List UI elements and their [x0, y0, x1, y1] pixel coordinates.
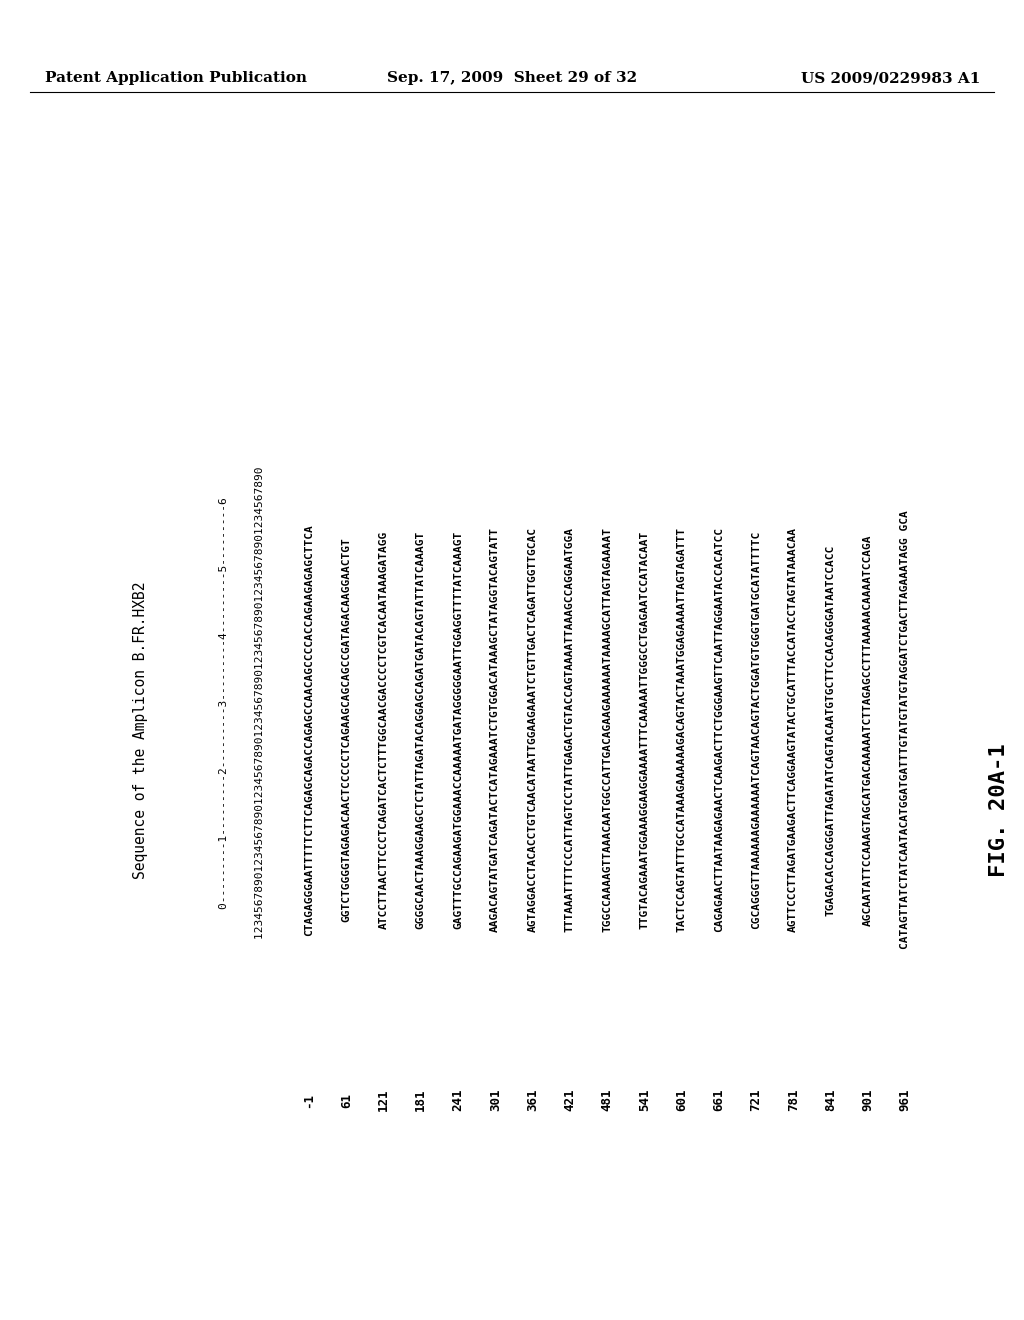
Text: -1: -1 — [303, 1093, 315, 1107]
Text: AGTTCCCTTAGATGAAGACTTCAGGAAGTATACTGCATTTACCATACCTAGTATAAACAA: AGTTCCCTTAGATGAAGACTTCAGGAAGTATACTGCATTT… — [788, 528, 799, 932]
Text: CTAGAGGGAATTTTTCTTCAGAGCAGACCAGAGCCAACAGCCCCACCAGAAGAGAGCTTCA: CTAGAGGGAATTTTTCTTCAGAGCAGACCAGAGCCAACAG… — [304, 524, 314, 936]
Text: AAGACAGTATGATCAGATACTCATAGAAATCTGTGGACATAAAGCTATAGGTACAGTATT: AAGACAGTATGATCAGATACTCATAGAAATCTGTGGACAT… — [490, 528, 501, 932]
Text: GGGGCAACTAAAGGAAGCTCTATTAGATACAGGAGCAGATGATACAGTATTATCAAAGT: GGGGCAACTAAAGGAAGCTCTATTAGATACAGGAGCAGAT… — [416, 531, 426, 929]
Text: Sep. 17, 2009  Sheet 29 of 32: Sep. 17, 2009 Sheet 29 of 32 — [387, 71, 637, 84]
Text: 721: 721 — [750, 1089, 763, 1111]
Text: 61: 61 — [340, 1093, 353, 1107]
Text: 121: 121 — [377, 1089, 390, 1111]
Text: 781: 781 — [786, 1089, 800, 1111]
Text: 1234567890123456789012345678901234567890123456789012345678901234567890: 1234567890123456789012345678901234567890… — [255, 467, 264, 993]
Text: US 2009/0229983 A1: US 2009/0229983 A1 — [801, 71, 980, 84]
Text: TTGTACAGAAATGGAAAGGAAGGAAAATTTCAAAAATTGGGCCTGAGAATCCATACAAT: TTGTACAGAAATGGAAAGGAAGGAAAATTTCAAAAATTGG… — [639, 531, 649, 929]
Text: ATCCTTAACTTCCCTCAGATCACTCTTTGGCAACGACCCCTCGTCACAATAAAGATAGG: ATCCTTAACTTCCCTCAGATCACTCTTTGGCAACGACCCC… — [379, 531, 388, 929]
Text: CAGAGAACTTAATAAGAGAACTCAAGACTTCTGGGAAGTTCAATTAGGAATACCACATCC: CAGAGAACTTAATAAGAGAACTCAAGACTTCTGGGAAGTT… — [714, 528, 724, 932]
Text: 241: 241 — [452, 1089, 465, 1111]
Text: CATAGTTATCTATCAATACATGGATGATTTGTATGTATGTAGGATCTGACTTAGAAATAGG GCA: CATAGTTATCTATCAATACATGGATGATTTGTATGTATGT… — [900, 511, 910, 949]
Text: GGTCTGGGGTAGAGACAACTCCCCCTCAGAAGCAGCAGCCGATAGACAAGGAACTGT: GGTCTGGGGTAGAGACAACTCCCCCTCAGAAGCAGCAGCC… — [341, 537, 351, 923]
Text: FIG. 20A-1: FIG. 20A-1 — [989, 743, 1010, 876]
Text: TGAGACACCAGGGATTAGATATCAGTACAATGTGCTTCCACAGGGATAATCCACC: TGAGACACCAGGGATTAGATATCAGTACAATGTGCTTCCA… — [825, 544, 836, 916]
Text: 541: 541 — [638, 1089, 651, 1111]
Text: 301: 301 — [488, 1089, 502, 1111]
Text: CGCAGGGTTAAAAAAGAAAAAATCAGTAACAGTACTGGATGTGGGTGATGCATATTTTC: CGCAGGGTTAAAAAAGAAAAAATCAGTAACAGTACTGGAT… — [751, 531, 761, 929]
Text: TACTCCAGTATTTGCCATAAAGAAAAAAGACAGTACTAAATGGAGAAAATTAGTAGATTT: TACTCCAGTATTTGCCATAAAGAAAAAAGACAGTACTAAA… — [677, 528, 686, 932]
Text: 601: 601 — [675, 1089, 688, 1111]
Text: 841: 841 — [824, 1089, 837, 1111]
Text: Sequence of the Amplicon B.FR.HXB2: Sequence of the Amplicon B.FR.HXB2 — [132, 581, 147, 879]
Text: 661: 661 — [713, 1089, 725, 1111]
Text: AGCAATATTCCAAAGTAGCATGACAAAAATCTTAGAGCCTTTAAAAACAAAATCCAGA: AGCAATATTCCAAAGTAGCATGACAAAAATCTTAGAGCCT… — [862, 535, 872, 925]
Text: 421: 421 — [563, 1089, 577, 1111]
Text: 961: 961 — [898, 1089, 911, 1111]
Text: TGGCCAAAAGTTAAACAATGGCCATTGACAGAAGAAAAAATAAAAGCATTAGTAGAAAAT: TGGCCAAAAGTTAAACAATGGCCATTGACAGAAGAAAAAA… — [602, 528, 612, 932]
Text: 481: 481 — [600, 1089, 613, 1111]
Text: GAGTTTGCCAGAAGATGGAAACCAAAAATGATAGGGGGAATTGGAGGTTTTATCAAAGT: GAGTTTGCCAGAAGATGGAAACCAAAAATGATAGGGGGAA… — [453, 531, 463, 929]
Text: 901: 901 — [861, 1089, 874, 1111]
Text: 0---------1---------2---------3---------4---------5---------6: 0---------1---------2---------3---------… — [218, 498, 228, 962]
Text: Patent Application Publication: Patent Application Publication — [45, 71, 307, 84]
Text: TTTAAATTTTCCCATTAGTCCTATTGAGACTGTACCAGTAAAATTAAAGCCAGGAATGGA: TTTAAATTTTCCCATTAGTCCTATTGAGACTGTACCAGTA… — [565, 528, 574, 932]
Text: 361: 361 — [526, 1089, 539, 1111]
Text: 181: 181 — [415, 1089, 427, 1111]
Text: AGTAGGACCTACACCTGTCAACATAATTGGAAGAAATCTGTTGACTCAGATTGGTTGCAC: AGTAGGACCTACACCTGTCAACATAATTGGAAGAAATCTG… — [527, 528, 538, 932]
